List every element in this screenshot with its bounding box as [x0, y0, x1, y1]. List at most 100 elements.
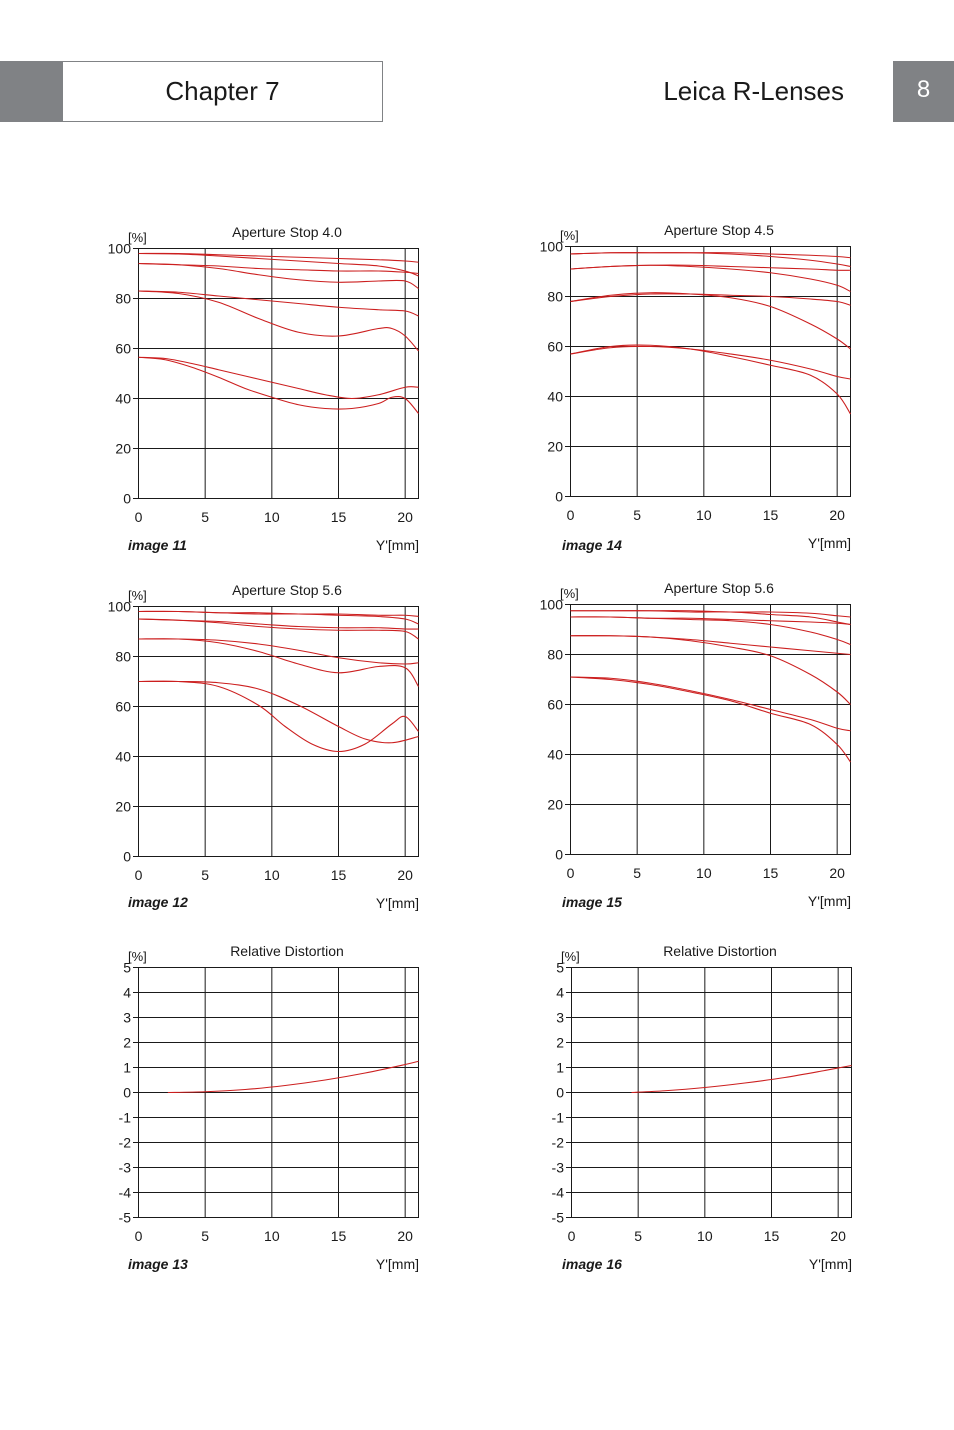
y-tick-label: 80 [115, 649, 131, 665]
series-line [138, 680, 419, 753]
series-line [138, 638, 419, 687]
x-tick-label: 5 [201, 867, 209, 883]
y-tick-label: 5 [123, 960, 131, 976]
y-tick-label: 40 [547, 747, 563, 763]
y-tick-label: 20 [547, 797, 563, 813]
y-tick-label: -4 [119, 1185, 132, 1201]
series-line [138, 680, 419, 744]
y-tick-label: 0 [555, 489, 563, 505]
series-line [570, 635, 851, 656]
y-axis-label: [%] [561, 949, 580, 964]
x-tick-label: 5 [633, 507, 641, 523]
y-tick-label: 80 [547, 289, 563, 305]
chart-title: Aperture Stop 5.6 [232, 582, 342, 598]
series-line [570, 676, 851, 732]
y-tick-label: -2 [552, 1135, 565, 1151]
caption-image-16: image 16 [562, 1256, 622, 1272]
y-tick-label: 100 [108, 241, 132, 257]
y-tick-label: 0 [556, 1085, 564, 1101]
y-tick-label: 60 [547, 339, 563, 355]
x-tick-label: 15 [763, 507, 779, 523]
x-tick-label: 20 [397, 1228, 413, 1244]
y-tick-label: -5 [552, 1210, 565, 1226]
y-tick-label: 100 [108, 599, 132, 615]
y-tick-label: 2 [556, 1035, 564, 1051]
y-tick-label: 60 [115, 341, 131, 357]
y-tick-label: 60 [115, 699, 131, 715]
y-tick-label: 3 [556, 1010, 564, 1026]
x-tick-label: 20 [830, 1228, 846, 1244]
y-tick-label: -2 [119, 1135, 132, 1151]
y-tick-label: 40 [547, 389, 563, 405]
y-tick-label: 1 [123, 1060, 131, 1076]
series-line [570, 292, 851, 350]
x-tick-label: 20 [397, 509, 413, 525]
chart-title: Aperture Stop 5.6 [664, 580, 774, 596]
x-axis-label: Y'[mm] [376, 1256, 419, 1272]
x-axis-label: Y'[mm] [808, 893, 851, 909]
series-line [138, 618, 419, 640]
y-tick-label: 4 [123, 985, 131, 1001]
chart-image-13: -5 -4 -3 -2 -1 0 1 2 3 4 5 0 5 10 15 20 Relative Distort… [119, 943, 419, 1272]
x-tick-label: 5 [201, 1228, 209, 1244]
series-line [138, 290, 419, 317]
series-line [570, 344, 851, 415]
y-tick-label: -3 [552, 1160, 565, 1176]
series-line [570, 264, 851, 292]
y-tick-label: -3 [119, 1160, 132, 1176]
x-tick-label: 15 [331, 867, 347, 883]
caption-image-14: image 14 [562, 537, 622, 553]
y-tick-label: 3 [123, 1010, 131, 1026]
x-axis-label: Y'[mm] [376, 895, 419, 911]
x-tick-label: 10 [264, 867, 280, 883]
x-tick-label: 0 [135, 867, 143, 883]
series-line [138, 610, 419, 625]
chart-title: Aperture Stop 4.5 [664, 222, 774, 238]
x-axis-label: Y'[mm] [808, 535, 851, 551]
y-tick-label: 80 [115, 291, 131, 307]
chapter-label: Chapter 7 [62, 61, 383, 122]
x-tick-label: 20 [397, 867, 413, 883]
y-tick-label: 20 [115, 799, 131, 815]
x-axis-label: Y'[mm] [809, 1256, 852, 1272]
caption-image-11: image 11 [128, 537, 187, 553]
page-title: Leica R-Lenses [663, 76, 844, 106]
series-line [570, 616, 851, 626]
x-tick-label: 0 [135, 509, 143, 525]
y-tick-label: 4 [556, 985, 564, 1001]
x-tick-label: 0 [567, 865, 575, 881]
x-tick-label: 20 [829, 865, 845, 881]
x-tick-label: 15 [764, 1228, 780, 1244]
plot-frame [570, 604, 851, 855]
series-line [138, 356, 419, 414]
page-number: 8 [893, 61, 954, 122]
caption-image-12: image 12 [128, 894, 188, 910]
header-left-bar [0, 61, 62, 122]
y-axis-label: [%] [560, 586, 579, 601]
x-tick-label: 10 [697, 1228, 713, 1244]
x-tick-label: 10 [264, 509, 280, 525]
y-tick-label: 100 [540, 597, 564, 613]
series-line [570, 616, 851, 646]
series-line [570, 293, 851, 306]
x-tick-label: 5 [634, 1228, 642, 1244]
chart-image-14: 0 20 40 60 80 100 0 5 10 15 20 Aperture Stop 4.5 [%]… [540, 222, 851, 551]
y-tick-label: 0 [123, 1085, 131, 1101]
y-tick-label: 1 [556, 1060, 564, 1076]
x-tick-label: 5 [633, 865, 641, 881]
plot-frame [138, 248, 419, 499]
y-tick-label: -1 [552, 1110, 565, 1126]
chart-title: Relative Distortion [663, 943, 777, 959]
y-tick-label: 0 [555, 847, 563, 863]
y-axis-label: [%] [560, 228, 579, 243]
y-tick-label: -1 [119, 1110, 132, 1126]
caption-image-15: image 15 [562, 894, 622, 910]
series-line [167, 1060, 419, 1094]
y-tick-label: 60 [547, 697, 563, 713]
chart-image-16: -5 -4 -3 -2 -1 0 1 2 3 4 5 0 5 10 15 20 Relative Distort… [552, 943, 852, 1272]
y-tick-label: 0 [123, 849, 131, 865]
chart-image-11: 0 20 40 60 80 100 0 5 10 15 20 Aperture Stop 4.0 [%]… [108, 224, 419, 553]
y-axis-label: [%] [128, 949, 147, 964]
x-tick-label: 10 [696, 507, 712, 523]
x-tick-label: 0 [567, 507, 575, 523]
